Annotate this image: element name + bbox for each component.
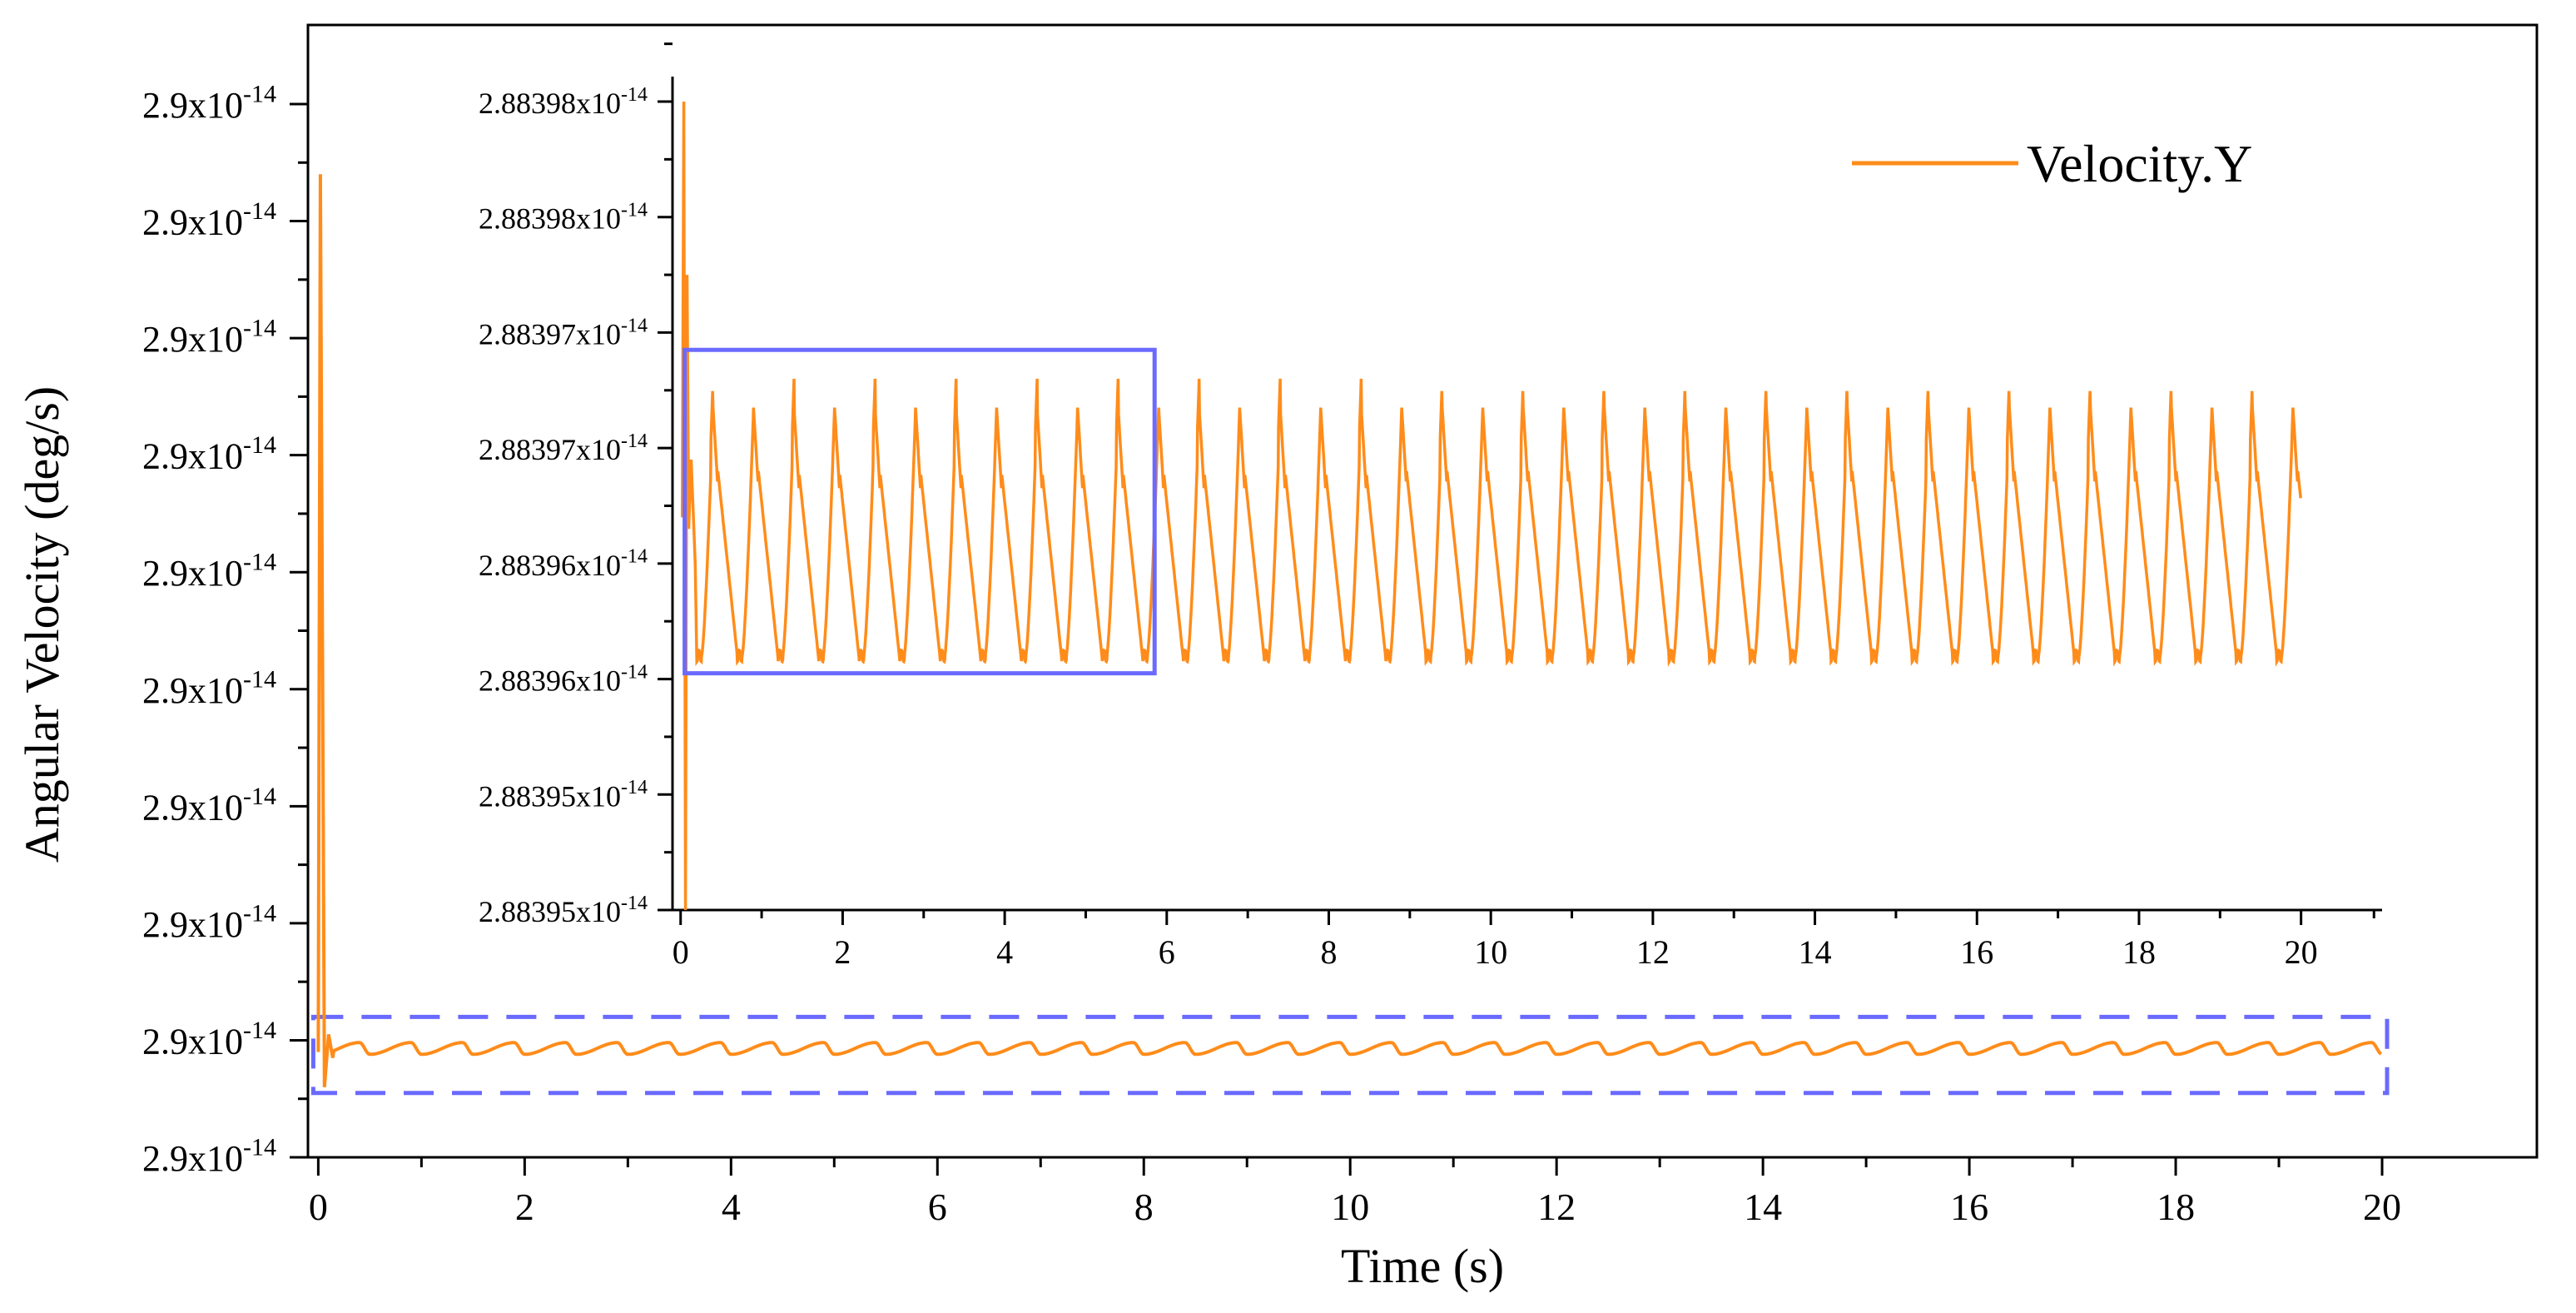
main-y-tick-label: 2.9x10-14 <box>142 665 276 710</box>
main-x-tick-label: 14 <box>1744 1186 1782 1228</box>
main-y-tick-label: 2.9x10-14 <box>142 783 276 828</box>
inset-x-tick-label: 2 <box>834 933 851 971</box>
inset-highlight-layer <box>682 347 1157 676</box>
main-x-tick-label: 16 <box>1950 1186 1988 1228</box>
inset-x-tick-label: 14 <box>1799 933 1832 971</box>
inset-highlight-box <box>682 347 1157 676</box>
inset-x-tick-label: 6 <box>1159 933 1175 971</box>
inset-y-tick-label: 2.88397x10-14 <box>479 315 648 351</box>
inset-x-tick-label: 12 <box>1636 933 1670 971</box>
inset-y-tick-label: 2.88399x10-14 <box>479 0 648 4</box>
main-series-layer <box>316 174 2383 1087</box>
inset-x-tick-label: 8 <box>1321 933 1338 971</box>
inset-y-tick-label: 2.88398x10-14 <box>479 200 648 236</box>
main-highlight-layer <box>310 1014 2390 1096</box>
main-y-tick-label: 2.9x10-14 <box>142 81 276 126</box>
main-x-tick-label: 8 <box>1134 1186 1154 1228</box>
inset-x-tick-label: 4 <box>996 933 1013 971</box>
main-x-tick-label: 18 <box>2157 1186 2195 1228</box>
inset-series-layer <box>680 101 2302 911</box>
inset-x-tick-label: 10 <box>1474 933 1507 971</box>
main-x-tick-label: 2 <box>515 1186 534 1228</box>
main-y-tick-label: 2.9x10-14 <box>142 1134 276 1179</box>
inset-series-line-velocity-y <box>680 101 2302 911</box>
inset-x-axis: 0 2 4 6 8 10 12 14 16 18 20 <box>673 908 2382 971</box>
main-y-tick-label: 2.9x10-14 <box>142 431 276 476</box>
main-y-axis: 2.9x10-14 2.9x10-14 2.9x10-14 2.9x10-14 2.9x… <box>142 81 308 1179</box>
main-x-tick-label: 4 <box>722 1186 741 1228</box>
inset-plot: 0 2 4 6 8 10 12 14 16 18 20 2.88395x10-142.88395x1… <box>479 0 2382 971</box>
x-axis-title: Time (s) <box>1341 1239 1504 1293</box>
main-plot: 0 2 4 6 8 10 12 14 16 18 20 2.9x10-142.9x10-142.9x… <box>15 23 2539 1293</box>
main-series-line-velocity-y <box>316 174 2383 1087</box>
inset-x-tick-label: 0 <box>673 933 689 971</box>
inset-y-tick-label: 2.88398x10-14 <box>479 84 648 120</box>
inset-x-tick-label: 20 <box>2285 933 2318 971</box>
main-y-tick-label: 2.9x10-14 <box>142 1017 276 1062</box>
main-x-axis: 0 2 4 6 8 10 12 14 16 18 20 <box>309 1157 2401 1228</box>
main-x-tick-label: 12 <box>1537 1186 1576 1228</box>
main-plot-frame <box>306 23 2539 1159</box>
main-x-tick-label: 0 <box>309 1186 328 1228</box>
main-y-tick-label: 2.9x10-14 <box>142 549 276 594</box>
inset-y-axis: 2.88395x10-14 2.88395x10-14 2.88396x10-14 2… <box>479 0 674 928</box>
inset-x-tick-label: 18 <box>2122 933 2156 971</box>
main-x-tick-label: 10 <box>1331 1186 1369 1228</box>
inset-y-tick-label: 2.88397x10-14 <box>479 430 648 466</box>
main-y-tick-label: 2.9x10-14 <box>142 197 276 242</box>
inset-y-tick-label: 2.88395x10-14 <box>479 777 648 813</box>
legend-label: Velocity.Y <box>2027 134 2252 193</box>
main-x-tick-label: 6 <box>928 1186 947 1228</box>
y-axis-title: Angular Velocity (deg/s) <box>15 386 69 863</box>
main-highlight-box <box>310 1014 2390 1096</box>
inset-y-tick-label: 2.88396x10-14 <box>479 546 648 582</box>
inset-y-tick-label: 2.88395x10-14 <box>479 893 648 928</box>
main-x-tick-label: 20 <box>2363 1186 2401 1228</box>
inset-y-tick-label: 2.88396x10-14 <box>479 661 648 697</box>
inset-x-tick-label: 16 <box>1960 933 1993 971</box>
legend: Velocity.Y <box>1852 134 2252 193</box>
main-y-tick-label: 2.9x10-14 <box>142 899 276 944</box>
main-y-tick-label: 2.9x10-14 <box>142 315 276 360</box>
